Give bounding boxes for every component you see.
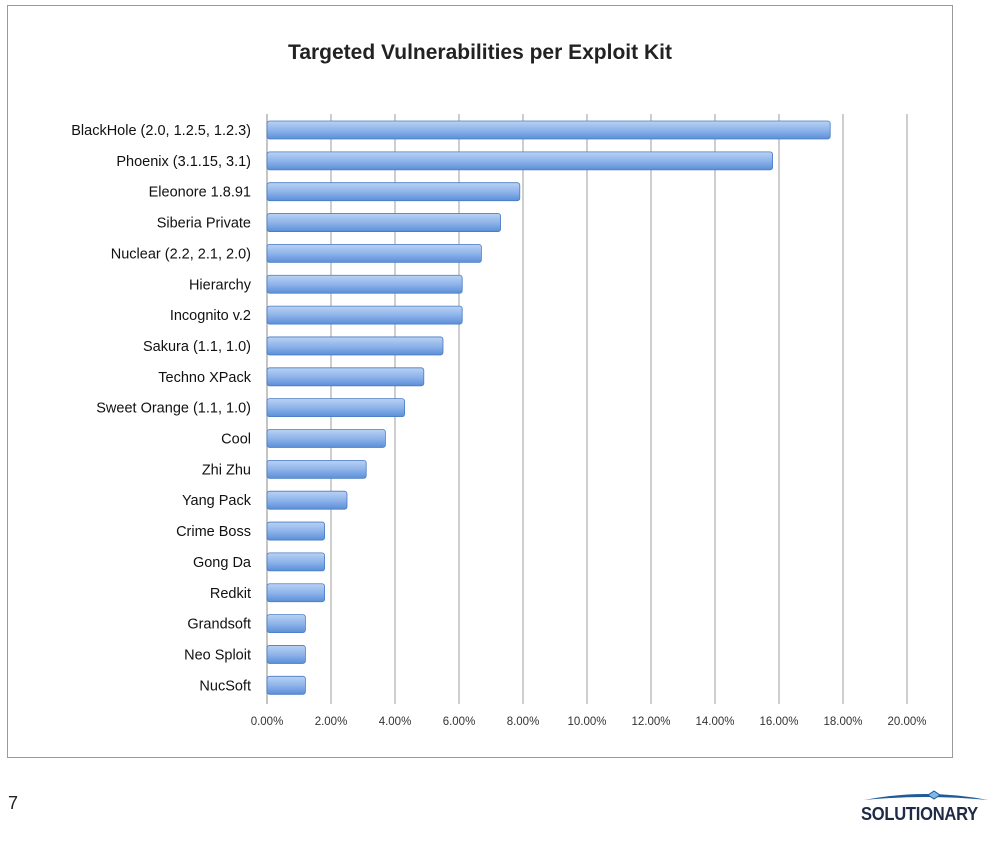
x-tick-label: 14.00%: [695, 716, 734, 728]
x-tick-label: 18.00%: [823, 716, 862, 728]
page-number: 7: [8, 793, 19, 813]
bar: [266, 120, 831, 140]
bar: [266, 367, 425, 387]
category-label: Grandsoft: [187, 617, 251, 633]
category-label: Gong Da: [193, 555, 252, 571]
bar: [266, 583, 325, 603]
x-tick-label: 8.00%: [507, 716, 540, 728]
logo-swoosh-icon: [864, 790, 988, 800]
chart-title: Targeted Vulnerabilities per Exploit Kit: [288, 41, 672, 64]
brand-logo: SOLUTIONARY: [856, 786, 996, 832]
category-label: Techno XPack: [158, 370, 251, 386]
x-tick-label: 2.00%: [315, 716, 348, 728]
category-label: Crime Boss: [176, 524, 251, 540]
category-label: Yang Pack: [182, 493, 252, 509]
category-label: Phoenix (3.1.15, 3.1): [116, 154, 251, 170]
bar: [266, 675, 306, 695]
x-tick-label: 12.00%: [631, 716, 670, 728]
category-label: Nuclear (2.2, 2.1, 2.0): [111, 246, 251, 262]
category-label: Zhi Zhu: [202, 462, 251, 478]
brand-name: SOLUTIONARY: [861, 804, 978, 824]
bars: [266, 120, 831, 695]
bar: [266, 213, 502, 232]
bar: [266, 305, 463, 325]
category-label: NucSoft: [199, 678, 251, 694]
bar-chart: Targeted Vulnerabilities per Exploit Kit…: [71, 41, 927, 728]
category-label: Sakura (1.1, 1.0): [143, 339, 251, 355]
category-labels: BlackHole (2.0, 1.2.5, 1.2.3) Phoenix (3.…: [71, 123, 252, 694]
bar: [266, 614, 306, 633]
bar: [266, 336, 444, 356]
bar: [266, 490, 348, 510]
bar: [266, 398, 406, 418]
x-tick-label: 0.00%: [251, 716, 284, 728]
bar: [266, 151, 774, 171]
bar: [266, 182, 521, 202]
grid-lines: [266, 114, 908, 704]
x-tick-label: 10.00%: [567, 716, 606, 728]
chart-frame: Targeted Vulnerabilities per Exploit Kit…: [7, 5, 953, 758]
x-tick-label: 20.00%: [887, 716, 926, 728]
bar: [266, 429, 386, 448]
x-tick-label: 4.00%: [379, 716, 412, 728]
category-label: Redkit: [210, 586, 251, 602]
category-label: Neo Sploit: [184, 647, 251, 663]
x-axis-tick-labels: 0.00% 2.00% 4.00% 6.00% 8.00% 10.00% 12.00% 14.…: [251, 716, 927, 728]
x-tick-label: 6.00%: [443, 716, 476, 728]
category-label: BlackHole (2.0, 1.2.5, 1.2.3): [71, 123, 251, 139]
bar: [266, 552, 325, 572]
category-label: Eleonore 1.8.91: [149, 185, 251, 201]
bar: [266, 459, 367, 479]
category-label: Sweet Orange (1.1, 1.0): [96, 401, 251, 417]
category-label: Hierarchy: [189, 277, 252, 293]
bar: [266, 274, 463, 294]
bar: [266, 645, 306, 664]
category-label: Incognito v.2: [170, 308, 251, 324]
category-label: Cool: [221, 432, 251, 448]
bar: [266, 243, 482, 263]
bar: [266, 521, 325, 541]
category-label: Siberia Private: [157, 216, 251, 232]
x-tick-label: 16.00%: [759, 716, 798, 728]
